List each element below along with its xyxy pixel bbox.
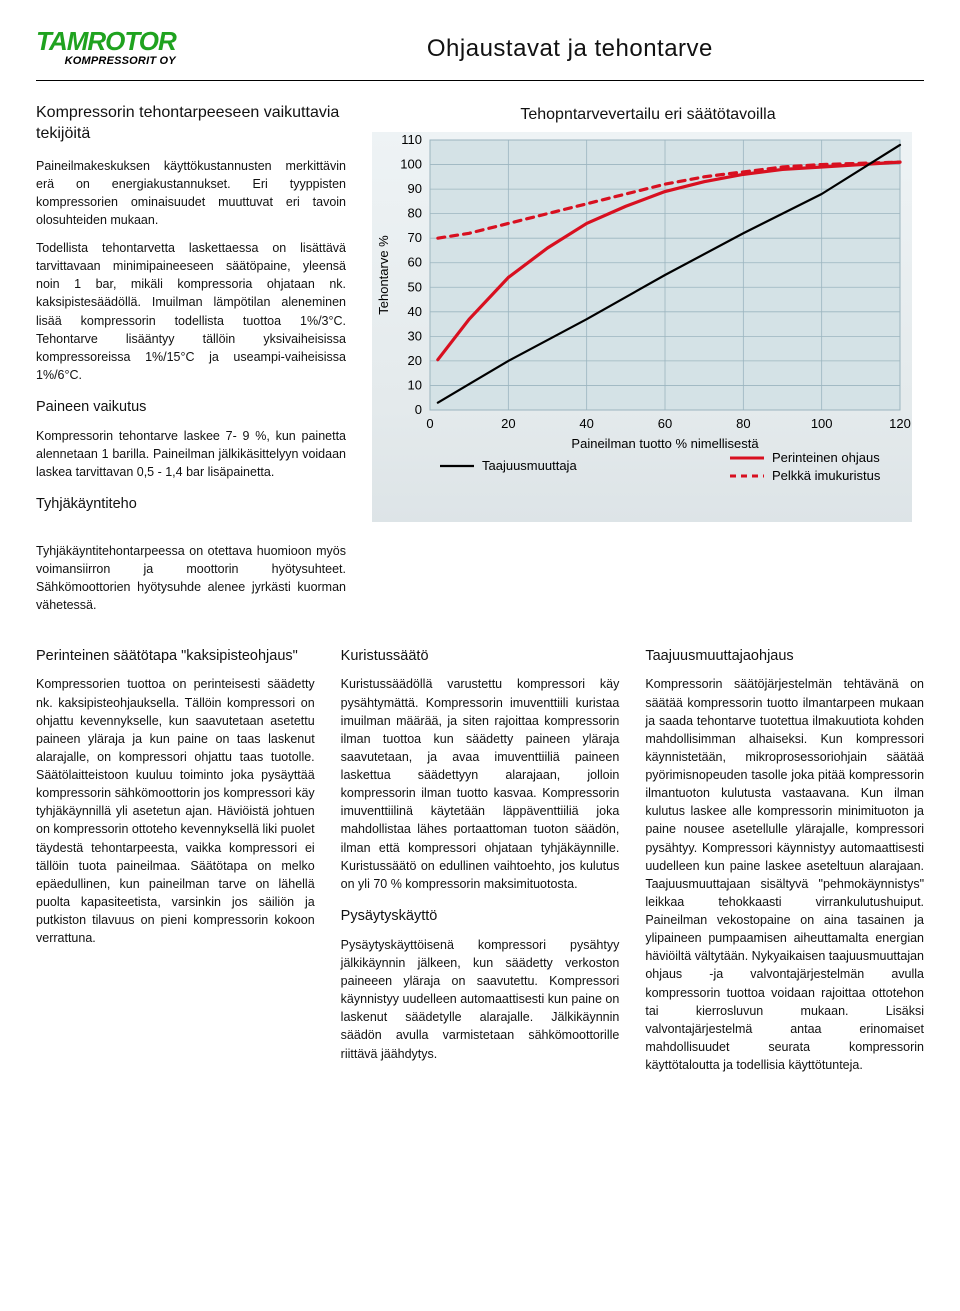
svg-text:110: 110 [401,132,422,147]
col-1: Perinteinen säätötapa "kaksipisteohjaus"… [36,633,315,1085]
page-header: TAMROTOR KOMPRESSORIT OY Ohjaustavat ja … [36,28,924,81]
chart-title: Tehopntarvevertailu eri säätötavoilla [372,103,924,126]
svg-text:60: 60 [408,255,422,270]
top-row: Kompressorin tehontarpeeseen vaikuttavia… [36,103,924,524]
svg-text:20: 20 [501,416,515,431]
svg-text:80: 80 [736,416,750,431]
tyhja-p: Tyhjäkäyntitehontarpeessa on otettava hu… [36,542,346,615]
svg-text:40: 40 [408,304,422,319]
svg-text:Taajuusmuuttaja: Taajuusmuuttaja [482,458,577,473]
col2-p1: Kuristussäädöllä varustettu kompressori … [341,675,620,893]
left-column: Kompressorin tehontarpeeseen vaikuttavia… [36,103,346,524]
chart-svg: 0 10 20 30 40 50 60 70 80 90 100 110 0 20 40 60 80 100 120… [372,132,912,522]
svg-text:100: 100 [811,416,833,431]
svg-text:Paineilman tuotto % nimellises: Paineilman tuotto % nimellisestä [571,436,759,451]
col-2: Kuristussäätö Kuristussäädöllä varustett… [341,633,620,1085]
col1-heading: Perinteinen säätötapa "kaksipisteohjaus" [36,647,315,666]
svg-text:10: 10 [408,378,422,393]
svg-text:100: 100 [400,157,422,172]
columns: Perinteinen säätötapa "kaksipisteohjaus"… [36,633,924,1085]
logo-main: TAMROTOR [36,28,176,54]
chart-box: 0 10 20 30 40 50 60 70 80 90 100 110 0 20 40 60 80 100 120… [372,132,912,522]
tyhja-heading: Tyhjäkäyntiteho [36,495,346,514]
svg-text:Pelkkä imukuristus: Pelkkä imukuristus [772,468,881,483]
col2-p2: Pysäytyskäyttöisenä kompressori pysähtyy… [341,936,620,1063]
tyhja-paragraph-wrap: Tyhjäkäyntitehontarpeessa on otettava hu… [36,542,346,615]
col-3: Taajuusmuuttajaohjaus Kompressorin säätö… [645,633,924,1085]
svg-text:80: 80 [408,206,422,221]
svg-text:50: 50 [408,279,422,294]
svg-text:30: 30 [408,328,422,343]
page-title: Ohjaustavat ja tehontarve [216,28,924,67]
svg-text:60: 60 [658,416,672,431]
intro-heading: Kompressorin tehontarpeeseen vaikuttavia… [36,103,346,145]
col1-p: Kompressorien tuottoa on perinteisesti s… [36,675,315,947]
logo-sub: KOMPRESSORIT OY [36,54,176,70]
svg-text:Tehontarve %: Tehontarve % [376,235,391,315]
svg-text:40: 40 [579,416,593,431]
svg-text:90: 90 [408,181,422,196]
col3-heading: Taajuusmuuttajaohjaus [645,647,924,666]
chart-column: Tehopntarvevertailu eri säätötavoilla 0 1… [372,103,924,524]
paineen-p: Kompressorin tehontarve laskee 7- 9 %, k… [36,427,346,481]
paineen-heading: Paineen vaikutus [36,398,346,417]
svg-text:Perinteinen ohjaus: Perinteinen ohjaus [772,450,880,465]
col3-p: Kompressorin säätöjärjestelmän tehtävänä… [645,675,924,1074]
svg-text:0: 0 [415,402,422,417]
svg-text:70: 70 [408,230,422,245]
col2-heading1: Kuristussäätö [341,647,620,666]
svg-text:120: 120 [889,416,911,431]
svg-text:20: 20 [408,353,422,368]
svg-text:0: 0 [426,416,433,431]
intro-p2: Todellista tehontarvetta laskettaessa on… [36,239,346,384]
intro-p1: Paineilmakeskuksen käyttökustannusten me… [36,157,346,230]
col2-heading2: Pysäytyskäyttö [341,907,620,926]
logo: TAMROTOR KOMPRESSORIT OY [36,28,176,70]
